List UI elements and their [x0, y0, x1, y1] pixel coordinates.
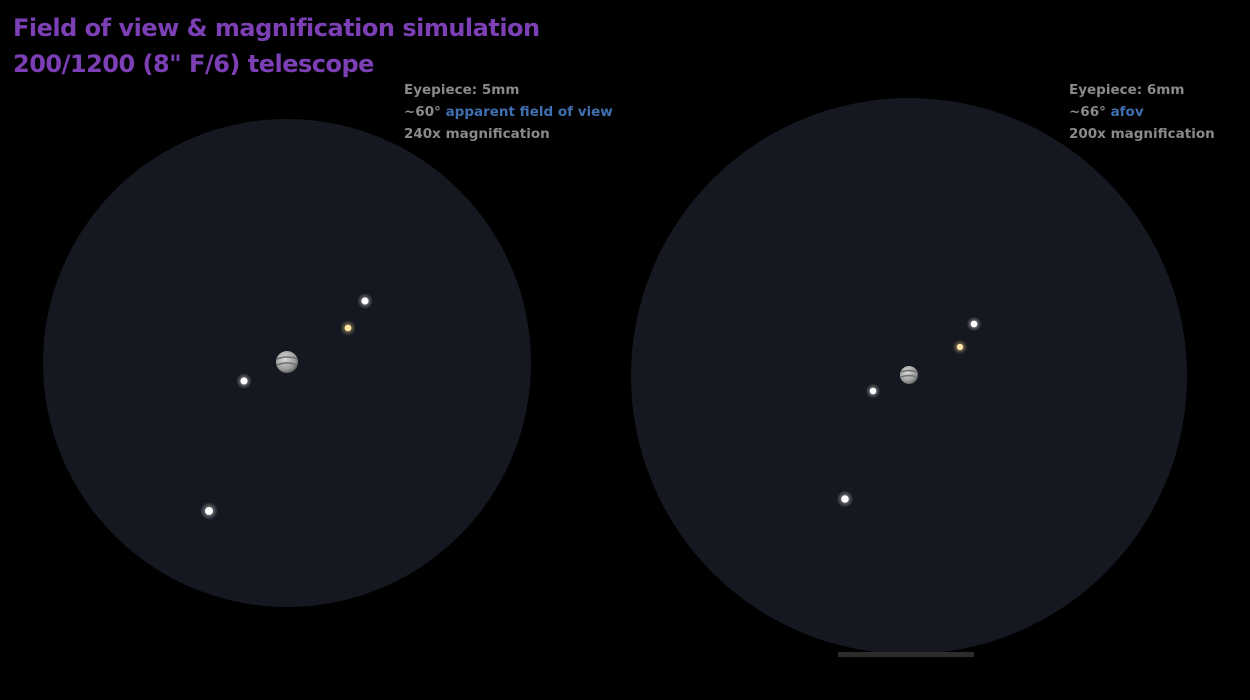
left-afov-line: ~60° apparent field of view	[404, 101, 613, 123]
moon-europa	[952, 339, 968, 355]
left-afov-value: ~60°	[404, 104, 441, 120]
right-afov-label: afov	[1110, 104, 1144, 120]
right-afov-value: ~66°	[1069, 104, 1106, 120]
title-line-2: 200/1200 (8" F/6) telescope	[13, 50, 374, 78]
bottom-divider	[838, 652, 974, 657]
left-eyepiece-label: Eyepiece: 5mm	[404, 82, 520, 98]
jupiter-planet	[900, 366, 918, 384]
title-line-1: Field of view & magnification simulation	[13, 14, 540, 42]
moon-callisto	[200, 502, 218, 520]
right-eyepiece-label: Eyepiece: 6mm	[1069, 82, 1185, 98]
right-eyepiece-info: Eyepiece: 6mm ~66° afov 200x magnificati…	[1069, 79, 1215, 145]
moon-ganymede	[966, 316, 982, 332]
moon-io	[865, 383, 881, 399]
left-magnification: 240x magnification	[404, 126, 550, 142]
right-view-canvas	[836, 316, 982, 508]
right-afov-line: ~66° afov	[1069, 101, 1215, 123]
jupiter-planet	[276, 351, 298, 373]
moon-europa	[340, 320, 356, 336]
left-eyepiece-info: Eyepiece: 5mm ~60° apparent field of vie…	[404, 79, 613, 145]
left-eyepiece-view	[43, 119, 531, 607]
right-magnification: 200x magnification	[1069, 126, 1215, 142]
moon-callisto	[836, 490, 854, 508]
right-eyepiece-view	[631, 98, 1187, 654]
moon-io	[236, 373, 252, 389]
page-title: Field of view & magnification simulation…	[13, 10, 540, 82]
left-afov-label: apparent field of view	[445, 104, 613, 120]
moon-ganymede	[357, 293, 373, 309]
left-view-canvas	[200, 293, 373, 520]
